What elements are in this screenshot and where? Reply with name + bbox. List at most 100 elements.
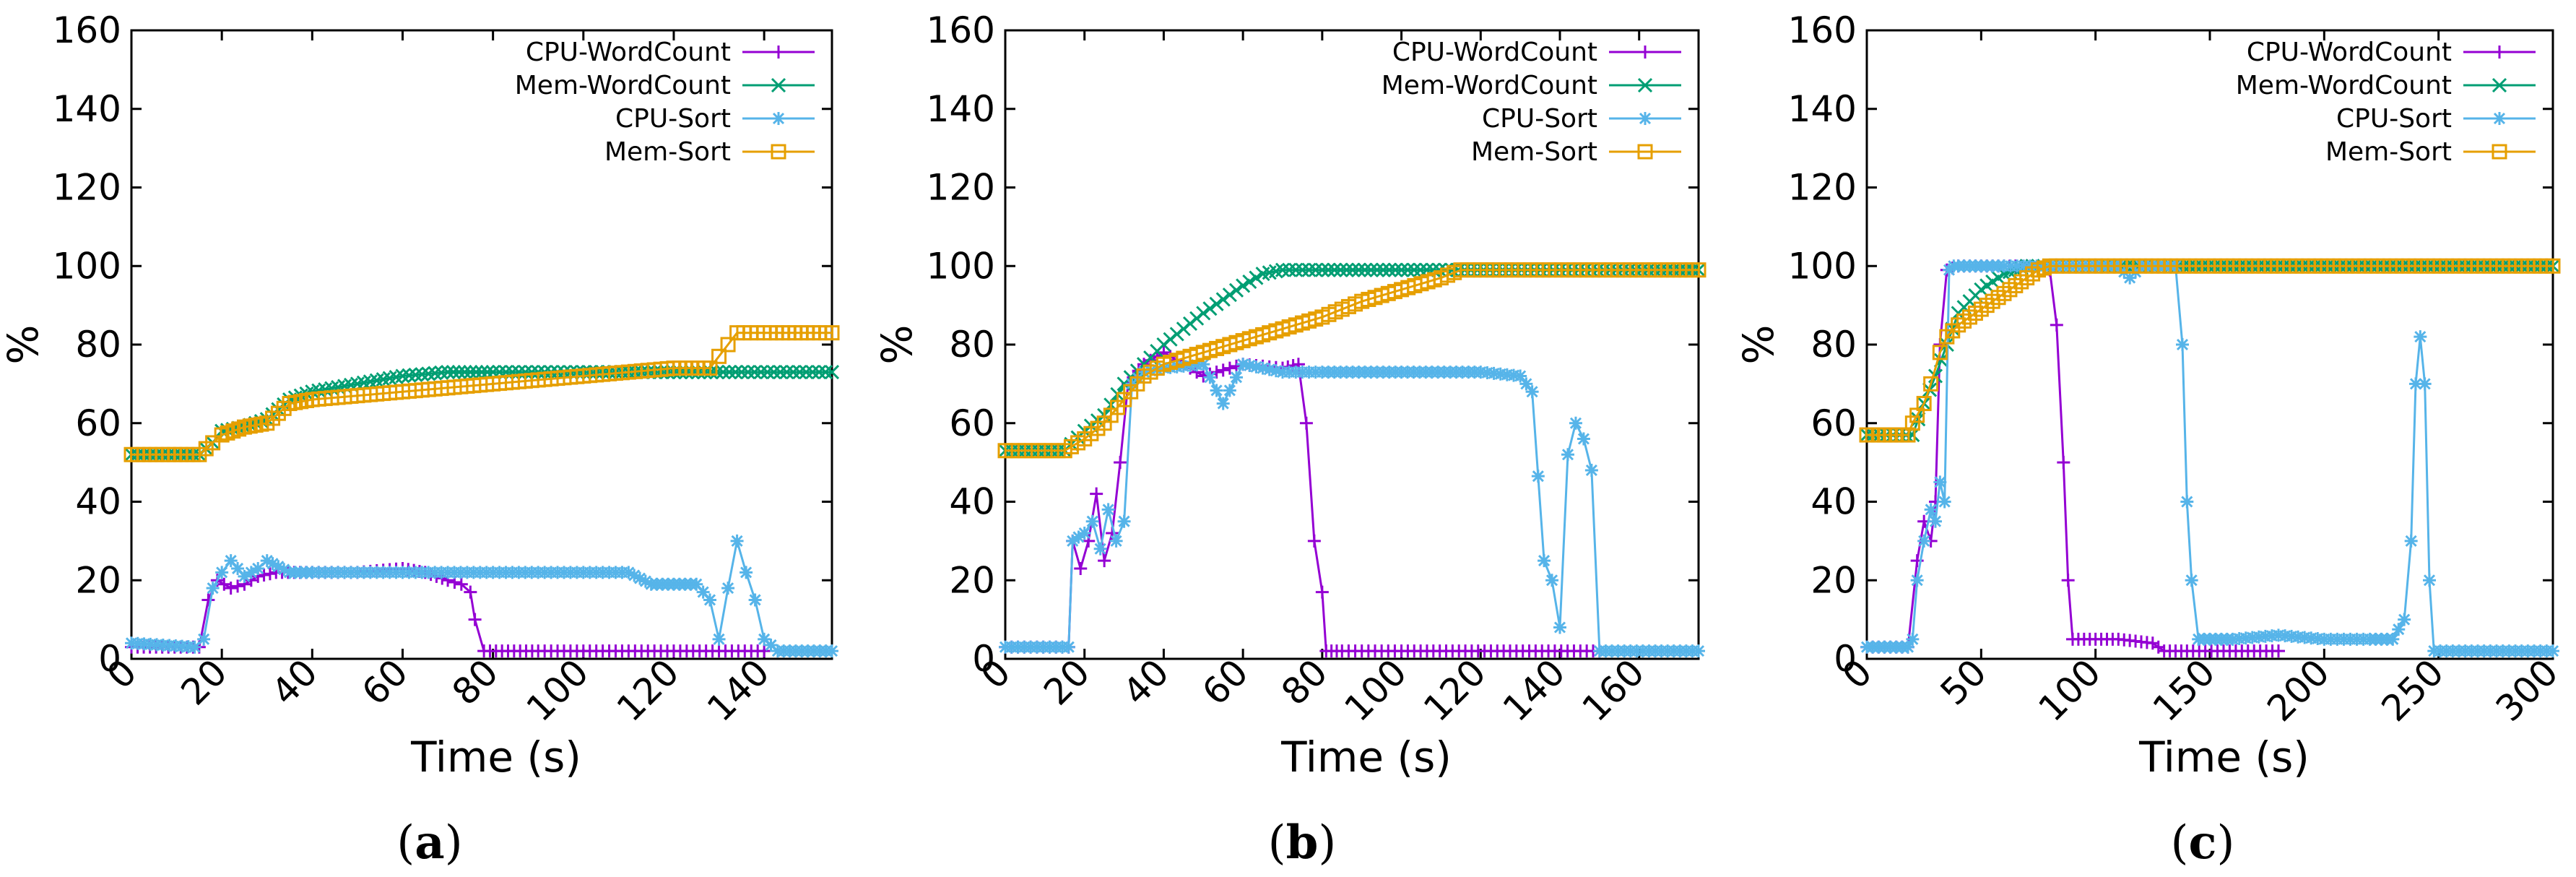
- data-point: [2123, 271, 2137, 285]
- caption-letter: a: [415, 816, 444, 870]
- data-point: [1117, 514, 1131, 528]
- data-point: [1545, 574, 1559, 587]
- data-point: [1230, 371, 1243, 384]
- x-tick-label: 140: [699, 651, 777, 729]
- y-axis-title: %: [0, 324, 48, 364]
- x-tick-label: 300: [2488, 651, 2566, 729]
- data-point: [1309, 366, 1322, 379]
- data-point: [1302, 366, 1316, 379]
- caption-open: (: [396, 816, 415, 870]
- data-point: [1299, 416, 1313, 430]
- x-tick-label: 50: [1933, 651, 1995, 713]
- data-point: [524, 365, 539, 380]
- data-point: [1400, 262, 1415, 277]
- legend-marker: [771, 77, 786, 93]
- data-point: [2404, 534, 2418, 548]
- data-point: [206, 582, 220, 595]
- data-point: [2226, 632, 2239, 646]
- y-tick-label: 60: [1810, 402, 1857, 444]
- data-point: [786, 365, 801, 380]
- data-point: [690, 577, 703, 591]
- legend-label: Mem-WordCount: [1382, 71, 1597, 100]
- data-point: [1202, 301, 1218, 316]
- data-point: [1295, 262, 1310, 277]
- data-point: [1288, 262, 1304, 277]
- data-point: [2324, 632, 2338, 646]
- data-point: [2337, 632, 2351, 646]
- data-point: [1098, 554, 1111, 568]
- data-point: [260, 554, 274, 568]
- y-tick-label: 20: [75, 559, 121, 601]
- data-point: [238, 569, 251, 583]
- legend-label: Mem-Sort: [1471, 137, 1597, 167]
- x-tick-label: 100: [1337, 651, 1415, 729]
- data-point: [2272, 644, 2285, 658]
- data-point: [2239, 631, 2252, 645]
- data-point: [758, 644, 771, 658]
- data-point: [244, 566, 258, 579]
- data-point: [1351, 262, 1366, 277]
- data-point: [1514, 369, 1527, 383]
- data-point: [1301, 262, 1317, 277]
- series-line: [1867, 264, 2553, 436]
- data-point: [1282, 262, 1297, 277]
- data-point: [748, 593, 762, 607]
- data-point: [824, 365, 840, 380]
- x-tick-label: 200: [2259, 651, 2337, 729]
- y-tick-label: 0: [98, 638, 121, 680]
- data-point: [1223, 384, 1236, 397]
- data-point: [764, 638, 778, 652]
- x-tick-label: 250: [2374, 651, 2452, 729]
- data-point: [1209, 296, 1224, 311]
- data-point: [1569, 416, 1582, 430]
- y-tick-label: 0: [1834, 638, 1857, 680]
- data-point: [231, 579, 245, 593]
- data-point: [2057, 456, 2070, 470]
- x-tick-label: 80: [1273, 651, 1335, 713]
- data-point: [1242, 274, 1257, 290]
- y-axis-title: %: [1734, 324, 1783, 364]
- y-tick-label: 140: [927, 88, 995, 130]
- data-point: [1924, 503, 1938, 517]
- data-point: [1269, 364, 1283, 378]
- legend-label: CPU-WordCount: [526, 38, 731, 67]
- legend-marker: [772, 112, 785, 125]
- y-tick-label: 80: [75, 324, 121, 366]
- series-cpu-wordcount: [1860, 259, 2285, 658]
- legend-label: CPU-Sort: [615, 104, 731, 134]
- data-point: [1531, 470, 1545, 483]
- legend-marker: [2493, 46, 2506, 59]
- data-point: [257, 569, 271, 582]
- data-point: [818, 365, 833, 380]
- data-point: [1243, 359, 1257, 372]
- legend-marker: [1639, 46, 1652, 59]
- legend-label: CPU-WordCount: [2247, 38, 2452, 67]
- data-point: [1236, 358, 1250, 371]
- data-point: [779, 365, 794, 380]
- data-point: [1321, 262, 1336, 277]
- x-tick-label: 40: [264, 651, 326, 713]
- data-point: [2252, 630, 2265, 644]
- data-point: [2011, 259, 2024, 273]
- data-point: [1382, 262, 1397, 277]
- data-point: [2291, 630, 2305, 644]
- data-point: [2356, 632, 2370, 646]
- caption-open: (: [2171, 816, 2189, 870]
- legend-marker: [1637, 77, 1653, 93]
- data-point: [740, 365, 755, 380]
- data-point: [728, 365, 743, 380]
- data-point: [1339, 262, 1354, 277]
- data-point: [1101, 503, 1115, 517]
- data-point: [747, 365, 762, 380]
- data-point: [824, 325, 840, 341]
- x-tick-label: 150: [2145, 651, 2223, 729]
- data-point: [188, 640, 201, 654]
- data-point: [1203, 371, 1217, 384]
- data-point: [1480, 366, 1494, 379]
- data-point: [1900, 427, 1916, 443]
- data-point: [1917, 534, 1931, 548]
- y-tick-label: 60: [949, 402, 995, 444]
- x-tick-label: 100: [519, 651, 597, 729]
- y-tick-label: 20: [1810, 559, 1857, 601]
- data-point: [633, 571, 647, 585]
